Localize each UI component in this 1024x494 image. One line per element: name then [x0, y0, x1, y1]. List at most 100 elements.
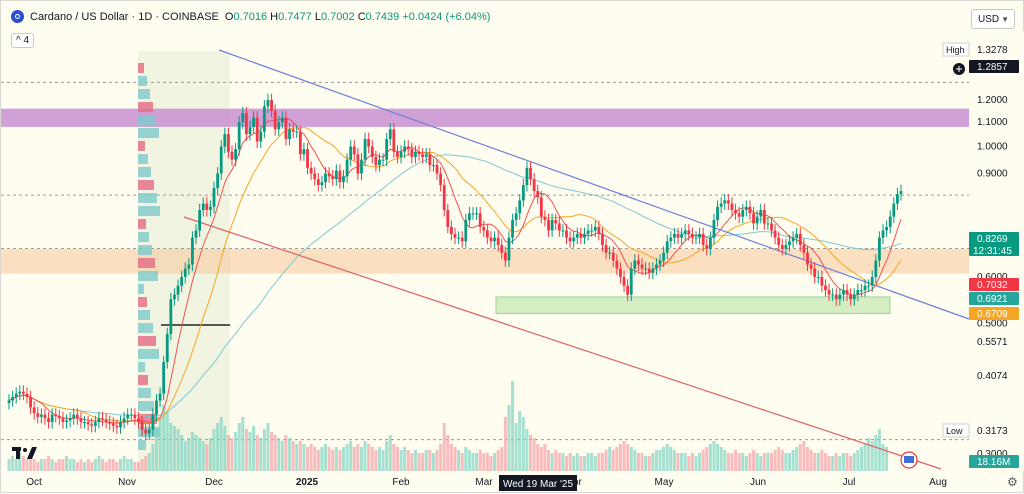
- tradingview-logo-icon[interactable]: [12, 445, 38, 461]
- candle-body: [813, 268, 817, 277]
- candle-body: [669, 237, 673, 242]
- volume-bar: [324, 444, 328, 471]
- volume-bar: [25, 459, 29, 471]
- volume-bar: [478, 450, 482, 471]
- volume-bar: [349, 441, 353, 471]
- zone-support: [495, 296, 891, 315]
- close-label: C: [357, 10, 366, 23]
- candle-body: [521, 185, 525, 201]
- candle-body: [705, 245, 709, 249]
- volume-bar: [410, 453, 414, 471]
- candle-body: [532, 179, 536, 192]
- price-marker: 0.7032: [969, 278, 1019, 291]
- volume-bar: [867, 438, 871, 471]
- volume-bar: [122, 456, 126, 471]
- candle-body: [719, 203, 723, 207]
- volume-bar: [187, 438, 191, 471]
- candle-body: [223, 134, 227, 147]
- volume-bar: [816, 453, 820, 471]
- volume-bar: [676, 453, 680, 471]
- candle-body: [410, 149, 414, 157]
- crosshair-date-text: Wed 19 Mar '25: [503, 479, 574, 490]
- volume-bar: [183, 441, 187, 471]
- volume-profile-bar: [138, 154, 148, 164]
- currency-select[interactable]: USD ▼: [971, 9, 1015, 29]
- candle-body: [162, 362, 166, 394]
- price-marker-box: [969, 307, 1019, 320]
- volume-bar: [611, 450, 615, 471]
- price-marker: 0.6921: [969, 292, 1019, 305]
- volume-bar: [201, 441, 205, 471]
- candle-body: [842, 290, 845, 295]
- candle-body: [629, 268, 633, 295]
- volume-bar: [208, 438, 212, 471]
- candle-body: [752, 213, 755, 224]
- price-marker-value: 0.7032: [977, 280, 1008, 291]
- volume-bar: [345, 444, 349, 471]
- candle-body: [896, 194, 899, 204]
- candle-body: [288, 129, 291, 140]
- x-tick-label: May: [655, 477, 674, 488]
- candle-body: [137, 418, 140, 423]
- candle-body: [259, 131, 263, 142]
- volume-bar: [859, 447, 863, 471]
- volume-bar: [176, 429, 180, 471]
- candle-body: [83, 422, 86, 424]
- candle-body: [270, 100, 273, 111]
- x-tick-label: 2025: [296, 477, 319, 488]
- volume-bar: [705, 447, 709, 471]
- candle-body: [816, 277, 820, 278]
- candle-body: [543, 216, 547, 221]
- volume-bar: [600, 453, 604, 471]
- volume-bar: [741, 453, 745, 471]
- volume-bar: [439, 444, 443, 471]
- volume-bar: [604, 450, 608, 471]
- price-marker-value: 0.5571: [977, 337, 1008, 348]
- price-marker-label-box: [942, 42, 970, 57]
- volume-bar: [626, 444, 630, 471]
- candle-body: [248, 126, 252, 135]
- volume-bar: [744, 456, 748, 471]
- volume-bar: [475, 453, 479, 471]
- candle-body: [518, 200, 522, 214]
- candle-body: [111, 423, 115, 426]
- volume-bar: [151, 444, 155, 471]
- volume-bar: [172, 426, 176, 471]
- candle-body: [97, 418, 101, 423]
- candle-body: [619, 268, 622, 277]
- volume-bar: [730, 453, 734, 471]
- candle-body: [86, 422, 90, 425]
- volume-bar: [241, 417, 245, 471]
- candle-body: [446, 210, 450, 227]
- volume-bar: [421, 453, 425, 471]
- volume-bar: [342, 447, 345, 471]
- high-label: H: [270, 10, 279, 23]
- candle-body: [7, 400, 11, 404]
- symbol-title[interactable]: Cardano / US Dollar · 1D · COINBASE: [30, 10, 219, 23]
- candle-body: [396, 151, 399, 157]
- candle-body: [331, 176, 335, 180]
- volume-profile-bar: [138, 245, 152, 255]
- volume-profile-bar: [138, 271, 158, 281]
- candle-body: [640, 264, 644, 269]
- candle-body: [234, 149, 237, 160]
- candle-body: [370, 146, 374, 157]
- candle-body: [788, 241, 791, 246]
- volume-bar: [374, 450, 378, 471]
- candle-body: [464, 220, 468, 242]
- settings-gear-icon[interactable]: ⚙: [1007, 475, 1018, 489]
- volume-profile-bar: [138, 206, 160, 216]
- candle-body: [712, 220, 716, 238]
- volume-bar: [543, 444, 547, 471]
- volume-bar: [712, 441, 716, 471]
- candle-body: [867, 285, 871, 287]
- volume-bar: [381, 450, 385, 471]
- volume-bar: [104, 462, 108, 471]
- indicators-toggle-button[interactable]: ^ 4: [11, 33, 35, 48]
- candle-body: [701, 234, 705, 246]
- candle-body: [471, 213, 475, 215]
- descending-trendline-lower: [183, 216, 942, 470]
